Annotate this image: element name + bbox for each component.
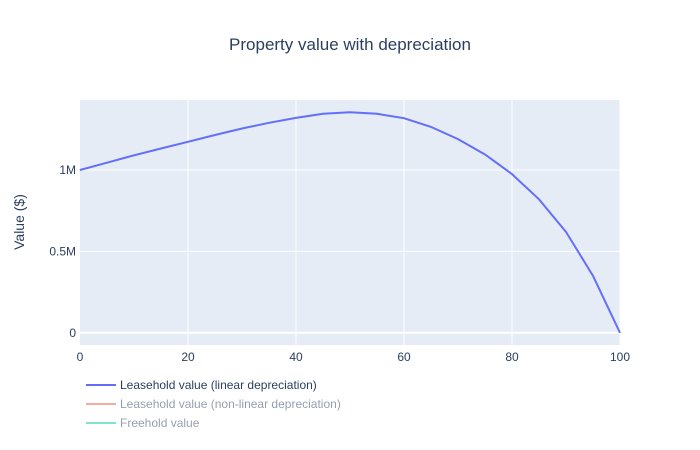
x-tick-label: 0 bbox=[77, 350, 84, 364]
legend-label: Leasehold value (non-linear depreciation… bbox=[120, 397, 341, 411]
legend-label: Freehold value bbox=[120, 416, 200, 430]
x-tick-label: 60 bbox=[397, 350, 411, 364]
series-line bbox=[79, 111, 621, 334]
y-tick-label: 0 bbox=[69, 326, 76, 340]
legend[interactable]: Leasehold value (linear depreciation) Lea… bbox=[86, 378, 341, 430]
legend-item[interactable]: Leasehold value (linear depreciation) bbox=[86, 378, 317, 392]
y-axis-label: Value ($) bbox=[11, 194, 27, 250]
legend-item[interactable]: Leasehold value (non-linear depreciation… bbox=[86, 397, 341, 411]
legend-item[interactable]: Freehold value bbox=[86, 416, 200, 430]
x-tick-label: 100 bbox=[610, 350, 630, 364]
plot-area bbox=[80, 100, 620, 345]
chart-title: Property value with depreciation bbox=[229, 35, 471, 54]
legend-label: Leasehold value (linear depreciation) bbox=[120, 378, 317, 392]
x-tick-label: 40 bbox=[289, 350, 303, 364]
x-tick-label: 20 bbox=[181, 350, 195, 364]
y-tick-label: 1M bbox=[59, 163, 76, 177]
y-tick-label: 0.5M bbox=[49, 244, 76, 258]
x-tick-label: 80 bbox=[505, 350, 519, 364]
